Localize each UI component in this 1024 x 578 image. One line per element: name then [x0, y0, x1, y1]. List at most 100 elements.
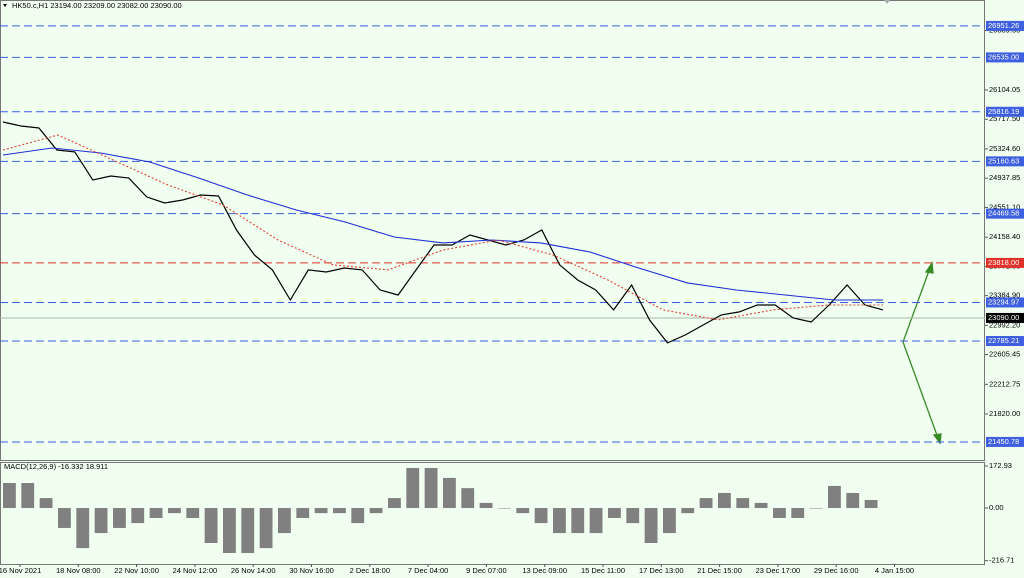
macd-bar [241, 508, 255, 553]
macd-bar [626, 508, 640, 524]
macd-bar [204, 508, 218, 544]
x-tick-label: 24 Nov 12:00 [173, 566, 218, 575]
macd-bar [718, 492, 731, 509]
series-line [2, 134, 883, 321]
arrow-down [902, 341, 939, 439]
symbol-title: HK50.c,H1 23194.00 23209.00 23082.00 230… [12, 1, 182, 10]
x-tick-label: 23 Dec 17:00 [756, 566, 801, 575]
macd-bar [754, 502, 768, 509]
macd-bar [809, 508, 823, 509]
macd-bar [553, 508, 566, 534]
macd-bar [791, 508, 805, 518]
macd-bar [168, 508, 181, 514]
level-label: 25160.63 [988, 156, 1019, 165]
y-tick-label: 24551.10 [989, 202, 1020, 211]
level-label: 26535.00 [988, 52, 1019, 61]
arrow-up-head [924, 261, 934, 274]
series-line [2, 121, 884, 344]
macd-bar [828, 485, 841, 509]
macd-bar [589, 508, 603, 534]
macd-bar [424, 467, 438, 509]
x-tick-label: 13 Dec 09:00 [522, 566, 567, 575]
dropdown-icon[interactable] [3, 4, 7, 7]
macd-bar [388, 498, 401, 509]
macd-bar [534, 508, 548, 524]
level-label-box [986, 436, 1024, 447]
macd-bar [296, 508, 310, 518]
macd-bar [498, 508, 511, 509]
shift-marker [884, 0, 890, 4]
macd-bar [369, 508, 383, 514]
macd-bar [663, 508, 676, 534]
level-label-box [986, 312, 1024, 323]
y-tick-label: 25717.50 [989, 114, 1020, 123]
y-tick-label: 23384.90 [989, 291, 1020, 300]
macd-bar [644, 508, 658, 544]
x-tick-label: 16 Nov 2021 [0, 566, 41, 575]
macd-bar [479, 502, 493, 509]
macd-bar [351, 508, 365, 524]
forecast-arrows [902, 261, 942, 445]
level-label: 26951.26 [988, 21, 1019, 30]
level-label-box [986, 52, 1024, 63]
level-label-box [986, 20, 1024, 31]
y-tick-label: 24158.40 [989, 232, 1020, 241]
macd-bar [406, 467, 420, 509]
level-label-box [986, 106, 1024, 117]
x-tick-label: 30 Nov 16:00 [289, 566, 334, 575]
main-panel [0, 0, 985, 461]
arrow-down-head [932, 433, 942, 445]
macd-bar [131, 508, 145, 524]
macd-bar [223, 508, 236, 553]
macd-bar [846, 492, 860, 509]
macd-bar [39, 498, 53, 509]
macd-bar [149, 508, 163, 518]
y-tick-label: 0.00 [989, 503, 1004, 512]
macd-bar [516, 508, 530, 514]
macd-bar [314, 508, 328, 514]
y-tick-label: 21820.00 [989, 409, 1020, 418]
level-label: 23818.00 [988, 258, 1019, 267]
level-label: 25816.19 [988, 107, 1019, 116]
y-tick-label: 22605.45 [989, 350, 1020, 359]
x-tick-label: 4 Jan 15:00 [875, 566, 914, 575]
x-tick-label: 7 Dec 04:00 [408, 566, 448, 575]
level-label: 21450.78 [988, 437, 1019, 446]
level-label: 23294.97 [988, 297, 1019, 306]
y-tick-label: 22212.75 [989, 379, 1020, 388]
macd-bar [773, 508, 786, 518]
macd-bar [864, 500, 878, 509]
macd-bar [3, 483, 16, 509]
level-label-box [986, 257, 1024, 268]
level-label-box [986, 156, 1024, 167]
macd-bar [278, 508, 291, 534]
macd-bar [21, 483, 35, 509]
x-tick-label: 18 Nov 08:00 [56, 566, 101, 575]
arrow-up [902, 267, 931, 343]
x-tick-label: 22 Nov 10:00 [114, 566, 159, 575]
macd-bar [333, 508, 346, 514]
x-tick-label: 15 Dec 11:00 [581, 566, 625, 575]
y-tick-label: 25324.60 [989, 144, 1020, 153]
macd-panel [0, 462, 985, 565]
macd-bar [681, 508, 695, 514]
x-tick-label: 9 Dec 07:00 [466, 566, 506, 575]
y-tick-label: 24937.85 [989, 173, 1020, 182]
y-tick-label: -216.71 [989, 556, 1014, 565]
macd-bar [608, 508, 621, 518]
y-tick-label: 172.93 [989, 461, 1012, 470]
level-label: 23090.00 [988, 313, 1019, 322]
macd-bar [571, 508, 585, 534]
x-tick-label: 26 Nov 14:00 [231, 566, 276, 575]
y-tick-label: 22992.20 [989, 320, 1020, 329]
macd-bar [58, 508, 71, 528]
macd-bar [443, 477, 456, 509]
level-label: 24469.58 [988, 209, 1019, 218]
x-tick-label: 21 Dec 15:00 [697, 566, 742, 575]
level-label: 22785.21 [988, 336, 1019, 345]
macd-bar [699, 498, 713, 509]
level-label-box [986, 208, 1024, 219]
macd-bar [461, 488, 475, 509]
